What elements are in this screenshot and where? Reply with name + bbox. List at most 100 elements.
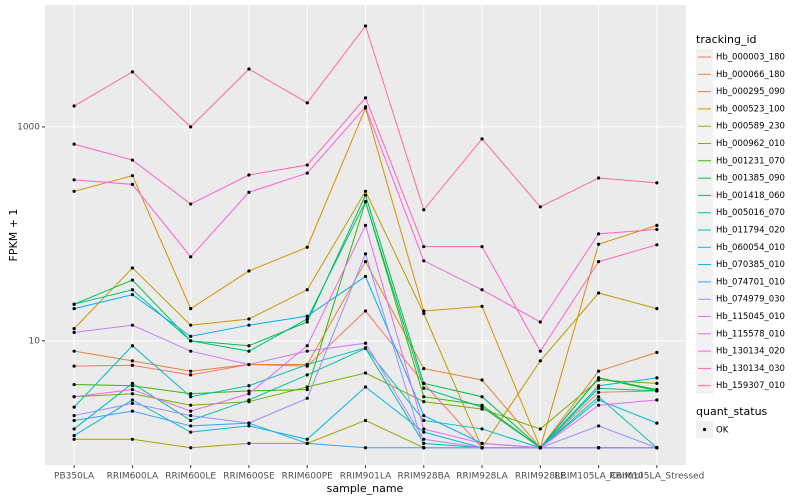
point	[189, 125, 193, 129]
legend-label: Hb_115045_010	[716, 312, 785, 322]
point	[130, 288, 135, 292]
x-tick-label: RRIM928BA	[398, 472, 451, 482]
x-tick-label: RRIM928LE	[515, 472, 566, 482]
point	[130, 392, 135, 396]
point	[189, 349, 193, 353]
x-tick-label: RRIM105LA_Control	[554, 472, 643, 482]
point	[72, 327, 76, 331]
point	[422, 245, 426, 249]
point	[655, 227, 659, 232]
x-tick-label: RRIM600SE	[223, 472, 275, 482]
point	[655, 350, 659, 354]
point	[247, 424, 251, 428]
point	[655, 181, 659, 185]
point	[247, 362, 251, 367]
point	[130, 384, 135, 388]
point	[72, 418, 76, 423]
point	[247, 389, 251, 393]
point	[130, 387, 135, 392]
point	[189, 369, 193, 373]
point	[538, 446, 542, 450]
point	[655, 307, 659, 311]
point	[363, 309, 368, 313]
point	[596, 242, 601, 246]
legend-label: Hb_011794_020	[716, 226, 785, 236]
point	[422, 366, 426, 371]
point	[72, 178, 76, 182]
point	[480, 446, 484, 450]
point	[363, 200, 368, 204]
legend-label: Hb_000589_230	[716, 122, 785, 132]
x-tick-label: RRIM105LA_Stressed	[609, 472, 704, 482]
legend-label: Hb_001418_060	[716, 191, 785, 201]
point	[655, 381, 659, 385]
point	[247, 392, 251, 396]
point	[72, 330, 76, 334]
legend-label: Hb_000962_010	[716, 139, 785, 149]
point	[130, 344, 135, 348]
point	[363, 193, 368, 197]
legend-label: Hb_000295_090	[716, 87, 785, 97]
point	[480, 405, 484, 409]
point	[72, 382, 76, 387]
point	[189, 339, 193, 343]
point	[189, 202, 193, 206]
point	[538, 320, 542, 324]
legend-label: Hb_060054_010	[716, 243, 785, 253]
point	[538, 349, 542, 353]
point	[189, 409, 193, 413]
point	[655, 398, 659, 402]
point	[305, 344, 309, 348]
point	[422, 418, 426, 423]
point	[655, 421, 659, 425]
y-tick-label: 10	[29, 336, 41, 346]
point	[189, 403, 193, 407]
legend-label: Hb_159307_010	[716, 381, 785, 391]
point	[72, 395, 76, 399]
point	[247, 173, 251, 177]
point	[422, 208, 426, 212]
legend-title: tracking_id	[696, 33, 757, 46]
point	[363, 418, 368, 423]
point	[596, 424, 601, 428]
point	[363, 446, 368, 450]
point	[130, 182, 135, 187]
point	[538, 205, 542, 209]
point	[72, 433, 76, 438]
x-tick-label: RRIM901LA	[340, 472, 392, 482]
point	[422, 413, 426, 418]
point	[480, 441, 484, 445]
point	[130, 363, 135, 367]
point	[655, 223, 659, 227]
legend-label: OK	[716, 426, 729, 436]
point	[130, 381, 135, 385]
point	[596, 446, 601, 450]
point	[130, 437, 135, 441]
point	[305, 396, 309, 400]
point	[596, 384, 601, 388]
point	[363, 260, 368, 264]
point	[189, 413, 193, 418]
point	[422, 441, 426, 445]
point	[189, 424, 193, 428]
point	[655, 243, 659, 247]
point	[247, 398, 251, 402]
point	[305, 163, 309, 167]
point	[480, 378, 484, 382]
legend-label: Hb_001385_090	[716, 174, 785, 184]
legend-label: Hb_000003_180	[716, 53, 785, 63]
point	[72, 413, 76, 418]
legend-label: Hb_115578_010	[716, 329, 785, 339]
point	[130, 266, 135, 270]
point	[363, 223, 368, 227]
point	[596, 403, 601, 407]
x-tick-label: RRIM600LA	[107, 472, 159, 482]
point	[130, 174, 135, 178]
point	[422, 430, 426, 434]
point	[596, 376, 601, 380]
point	[72, 104, 76, 108]
x-axis-title: sample_name	[327, 482, 404, 495]
point	[363, 24, 368, 28]
point	[247, 384, 251, 388]
